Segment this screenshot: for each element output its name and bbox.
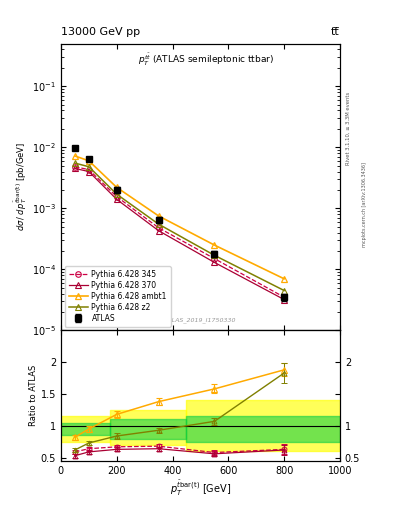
Legend: Pythia 6.428 345, Pythia 6.428 370, Pythia 6.428 ambt1, Pythia 6.428 z2, ATLAS: Pythia 6.428 345, Pythia 6.428 370, Pyth… bbox=[65, 266, 171, 327]
Pythia 6.428 370 bbox=[86, 168, 91, 175]
Pythia 6.428 345 bbox=[212, 255, 217, 262]
Pythia 6.428 ambt1 bbox=[86, 158, 91, 164]
Pythia 6.428 z2 bbox=[156, 221, 161, 227]
Text: tt̅: tt̅ bbox=[331, 27, 340, 37]
Line: Pythia 6.428 ambt1: Pythia 6.428 ambt1 bbox=[72, 153, 287, 282]
Pythia 6.428 ambt1 bbox=[73, 153, 77, 159]
Line: Pythia 6.428 370: Pythia 6.428 370 bbox=[72, 166, 287, 303]
Pythia 6.428 370 bbox=[114, 196, 119, 202]
Line: Pythia 6.428 345: Pythia 6.428 345 bbox=[72, 164, 287, 300]
Text: mcplots.cern.ch [arXiv:1306.3436]: mcplots.cern.ch [arXiv:1306.3436] bbox=[362, 162, 367, 247]
Pythia 6.428 z2 bbox=[86, 164, 91, 170]
Pythia 6.428 345 bbox=[282, 294, 286, 300]
Pythia 6.428 z2 bbox=[212, 252, 217, 259]
Pythia 6.428 370 bbox=[73, 165, 77, 172]
Pythia 6.428 ambt1 bbox=[282, 276, 286, 282]
Pythia 6.428 370 bbox=[212, 259, 217, 265]
Y-axis label: $d\sigma\,/\,d\,p_T^{\bar{t}\mathrm{bar(t)}}$ [pb/GeV]: $d\sigma\,/\,d\,p_T^{\bar{t}\mathrm{bar(… bbox=[12, 142, 29, 231]
Text: Rivet 3.1.10, ≥ 3.3M events: Rivet 3.1.10, ≥ 3.3M events bbox=[346, 91, 351, 165]
Pythia 6.428 z2 bbox=[282, 287, 286, 293]
Pythia 6.428 345 bbox=[114, 194, 119, 200]
Pythia 6.428 370 bbox=[282, 296, 286, 303]
Pythia 6.428 ambt1 bbox=[156, 213, 161, 219]
Pythia 6.428 ambt1 bbox=[212, 242, 217, 248]
Pythia 6.428 345 bbox=[73, 164, 77, 170]
Line: Pythia 6.428 z2: Pythia 6.428 z2 bbox=[72, 160, 287, 293]
Text: $p_T^{t\bar{t}}$ (ATLAS semileptonic ttbar): $p_T^{t\bar{t}}$ (ATLAS semileptonic ttb… bbox=[138, 52, 274, 69]
X-axis label: $p_T^{\bar{t}\mathrm{bar(t)}}$ [GeV]: $p_T^{\bar{t}\mathrm{bar(t)}}$ [GeV] bbox=[170, 478, 231, 498]
Text: ATLAS_2019_I1750330: ATLAS_2019_I1750330 bbox=[165, 317, 236, 323]
Pythia 6.428 345 bbox=[156, 225, 161, 231]
Pythia 6.428 370 bbox=[156, 228, 161, 234]
Pythia 6.428 z2 bbox=[114, 191, 119, 197]
Text: 13000 GeV pp: 13000 GeV pp bbox=[61, 27, 140, 37]
Pythia 6.428 ambt1 bbox=[114, 184, 119, 190]
Y-axis label: Ratio to ATLAS: Ratio to ATLAS bbox=[29, 365, 38, 426]
Pythia 6.428 345 bbox=[86, 166, 91, 173]
Pythia 6.428 z2 bbox=[73, 160, 77, 166]
